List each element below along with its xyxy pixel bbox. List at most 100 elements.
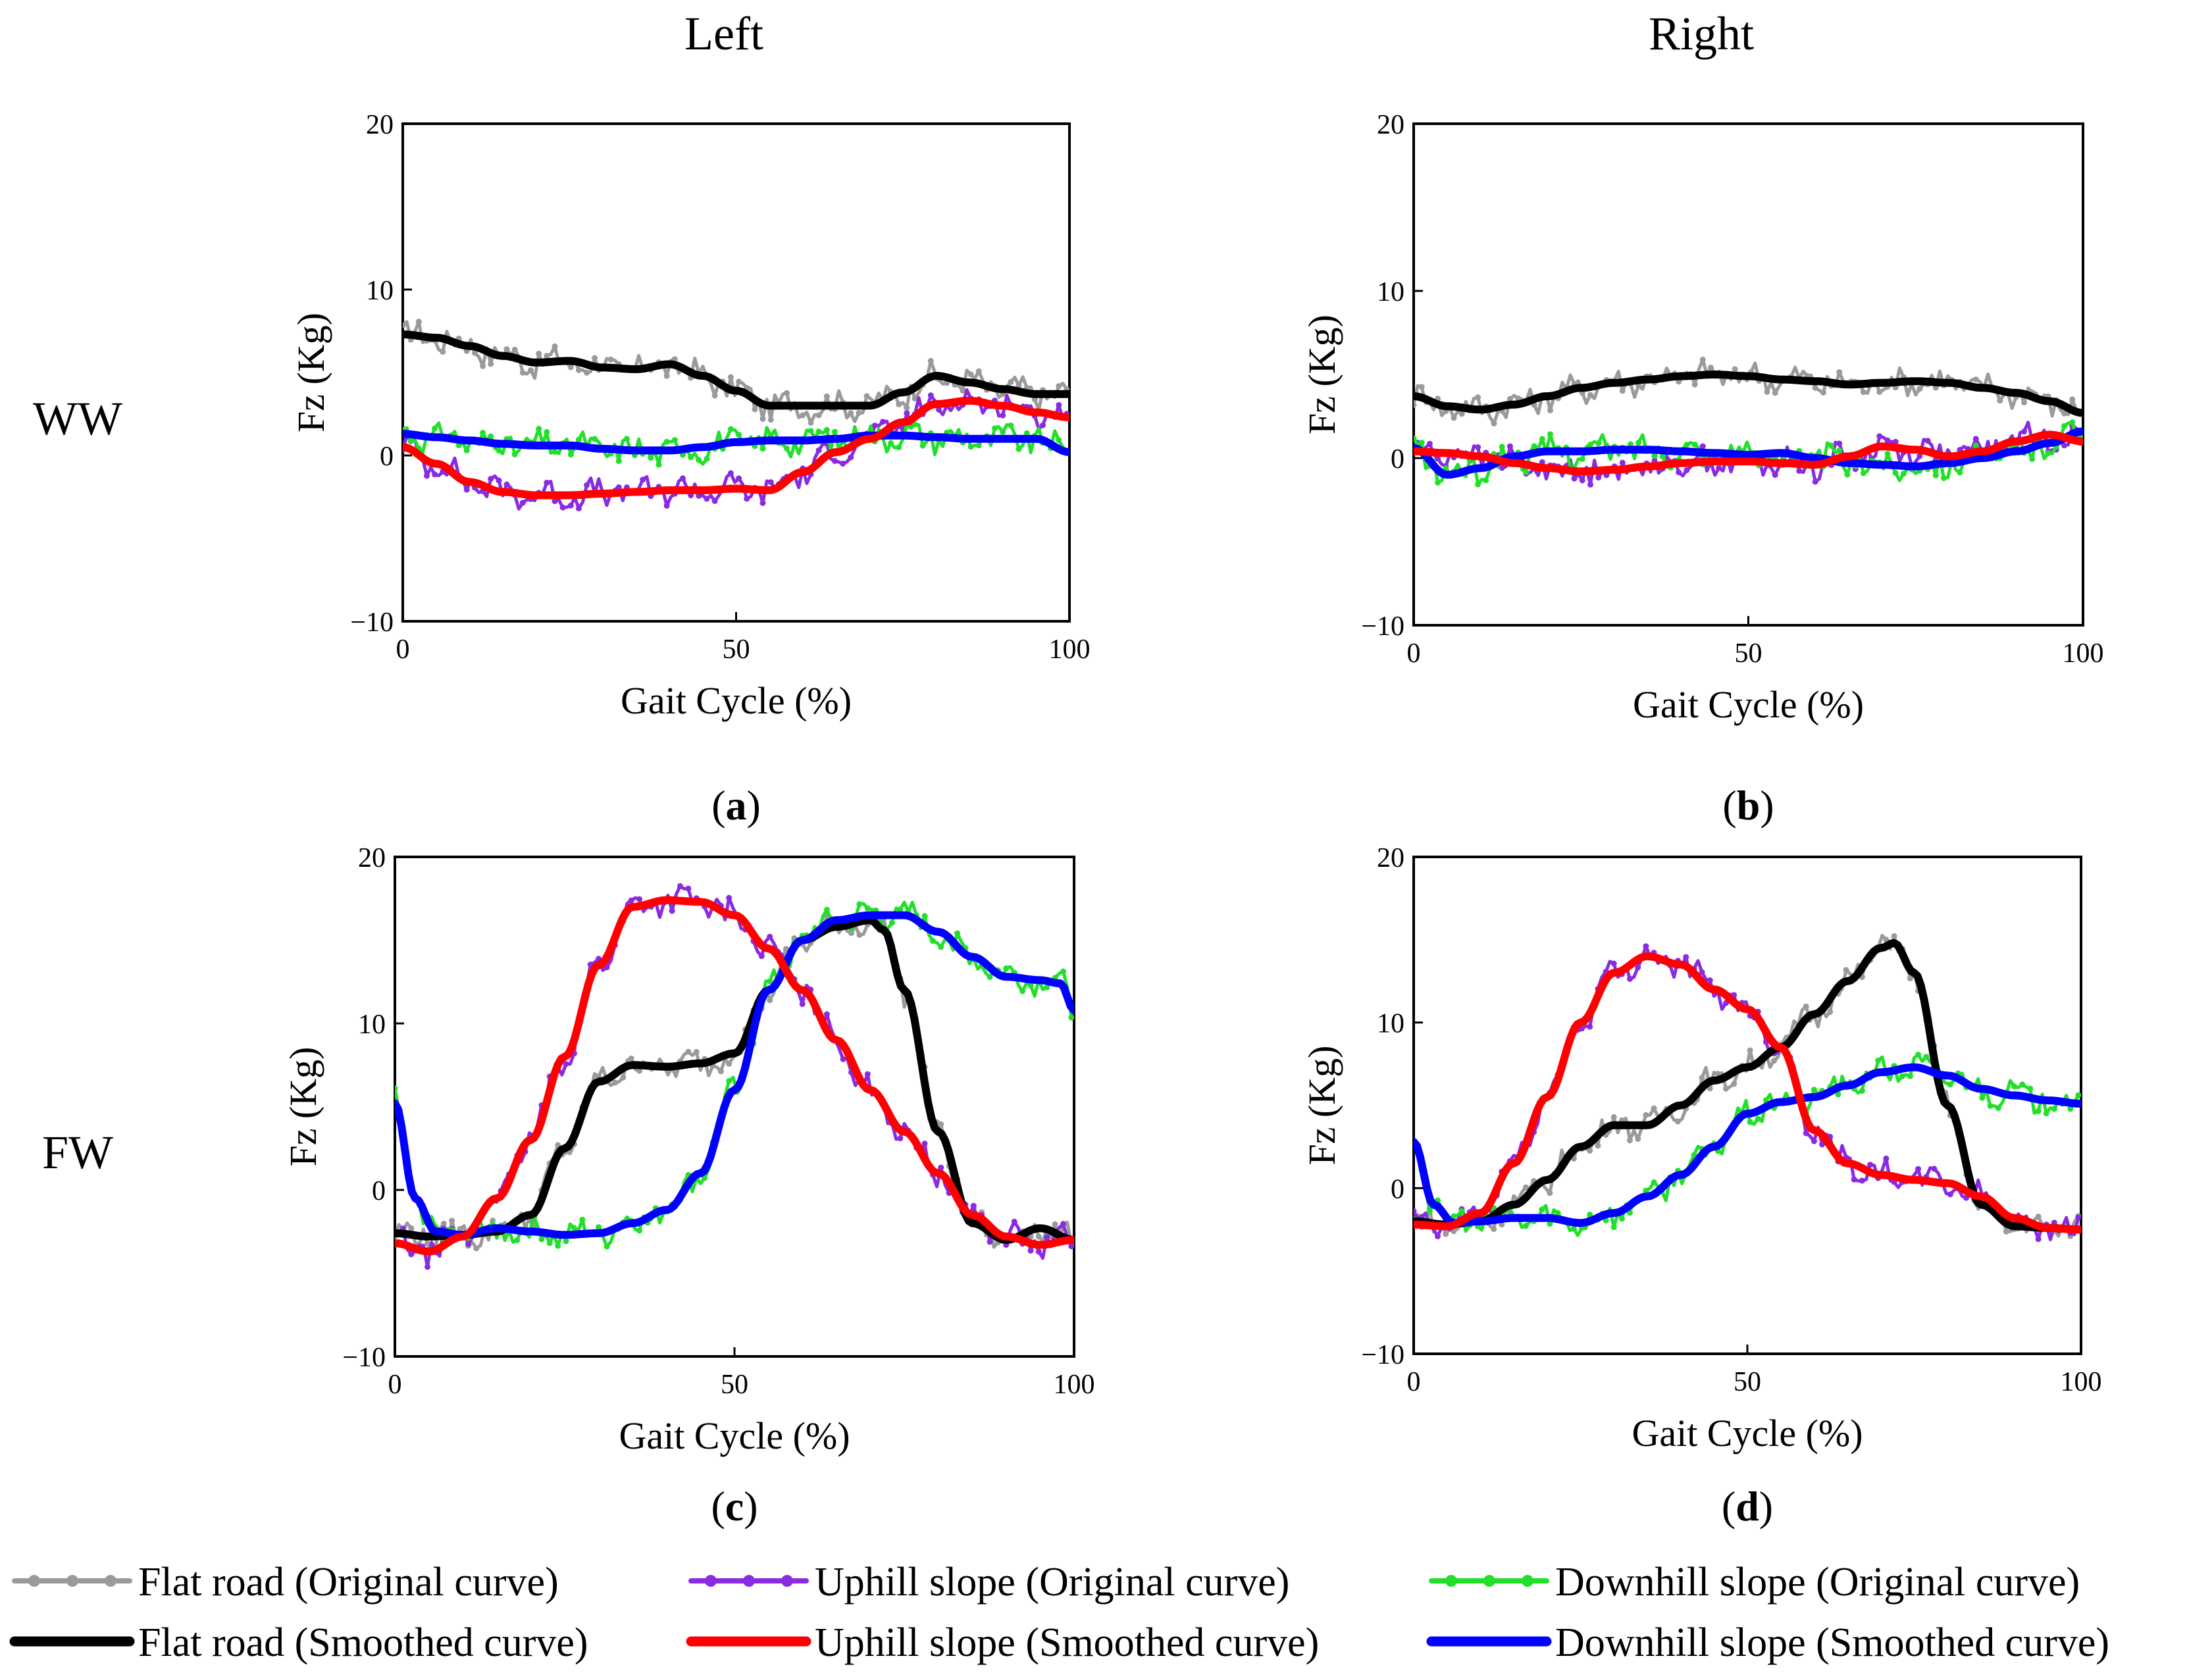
data-point <box>1414 1208 1417 1214</box>
data-point <box>1651 1105 1657 1112</box>
data-point <box>1691 381 1698 388</box>
data-point <box>1547 431 1553 438</box>
data-point <box>1957 469 1963 476</box>
data-point <box>403 322 406 328</box>
data-point <box>656 461 662 468</box>
y-tick-label: 0 <box>1391 1174 1404 1204</box>
data-point <box>727 470 734 476</box>
data-point <box>592 355 598 361</box>
data-point <box>1023 430 1030 436</box>
data-point <box>767 417 774 423</box>
x-tick-label: 100 <box>2061 1367 2102 1397</box>
data-point <box>936 406 942 413</box>
data-point <box>2061 442 2067 449</box>
data-point <box>1907 975 1913 981</box>
data-point <box>519 500 526 506</box>
legend-label: Flat road (Smoothed curve) <box>138 1620 588 1665</box>
data-point <box>799 1001 806 1008</box>
data-point <box>1907 1073 1913 1079</box>
data-point <box>2061 423 2067 429</box>
data-point <box>815 428 822 435</box>
x-tick-label: 50 <box>1735 638 1762 669</box>
x-tick-label: 0 <box>1407 1367 1421 1397</box>
x-axis-label: Gait Cycle (%) <box>1632 1412 1863 1454</box>
data-point <box>1499 444 1505 450</box>
legend-label: Downhill slope (Original curve) <box>1555 1560 2080 1605</box>
data-point <box>1587 1147 1593 1154</box>
data-point <box>1547 1220 1553 1227</box>
data-point <box>536 350 542 357</box>
data-point <box>2075 1214 2081 1221</box>
data-point <box>1610 960 1617 967</box>
data-point <box>840 460 846 467</box>
data-point <box>2011 1083 2018 1090</box>
data-point <box>1851 1176 1857 1183</box>
data-point <box>864 905 871 912</box>
data-point <box>1796 467 1803 474</box>
data-point <box>488 476 494 482</box>
data-point <box>752 406 758 413</box>
data-point <box>927 357 934 364</box>
data-point <box>511 451 518 457</box>
data-point <box>1691 1152 1697 1158</box>
data-point <box>1883 1155 1890 1162</box>
data-point <box>863 393 870 399</box>
data-point <box>1875 1058 1882 1064</box>
data-point <box>2069 419 2076 426</box>
data-point <box>1764 388 1770 395</box>
data-point <box>1979 1094 1986 1101</box>
data-point <box>975 368 982 374</box>
data-point <box>696 492 702 499</box>
data-point <box>688 454 694 461</box>
data-point <box>992 425 998 432</box>
data-point <box>623 436 630 442</box>
data-point <box>1451 415 1457 421</box>
data-point <box>1924 438 1931 444</box>
series-line-down_orig <box>395 900 1073 1248</box>
data-point <box>912 395 918 401</box>
data-point <box>784 445 790 451</box>
data-point <box>921 1141 928 1146</box>
data-point <box>592 436 598 442</box>
data-point <box>1811 1138 1817 1145</box>
data-point <box>1414 435 1417 442</box>
legend-marker <box>781 1575 793 1587</box>
data-point <box>2075 1092 2081 1098</box>
data-point <box>1811 1087 1817 1093</box>
data-point <box>528 367 534 374</box>
data-point <box>2043 1110 2049 1117</box>
data-point <box>896 444 902 451</box>
data-point <box>511 346 518 353</box>
data-point <box>1684 442 1690 448</box>
data-point <box>1844 471 1851 478</box>
data-point <box>2027 1085 2034 1092</box>
data-point <box>463 486 470 493</box>
data-point <box>888 440 894 446</box>
data-point <box>538 1236 545 1243</box>
data-point <box>736 475 742 482</box>
data-point <box>1000 428 1006 435</box>
data-point <box>503 481 510 488</box>
series-line-up_smooth <box>1414 952 2081 1234</box>
data-point <box>1570 1225 1577 1232</box>
data-point <box>938 1121 944 1127</box>
data-point <box>970 1202 977 1209</box>
data-point <box>1483 477 1489 484</box>
data-point <box>1595 1143 1601 1149</box>
data-point <box>685 1048 692 1055</box>
data-point <box>1635 440 1642 446</box>
data-point <box>544 353 550 359</box>
data-point <box>1571 475 1578 482</box>
data-point <box>1458 1208 1465 1214</box>
data-point <box>424 1241 430 1247</box>
data-point <box>1707 977 1713 983</box>
data-point <box>663 373 670 379</box>
data-point <box>1610 1114 1617 1120</box>
data-point <box>1884 437 1891 444</box>
data-point <box>927 392 934 399</box>
data-point <box>921 913 928 919</box>
data-point <box>767 933 773 940</box>
panel-caption: (a) <box>711 782 761 829</box>
data-point <box>579 1216 586 1223</box>
